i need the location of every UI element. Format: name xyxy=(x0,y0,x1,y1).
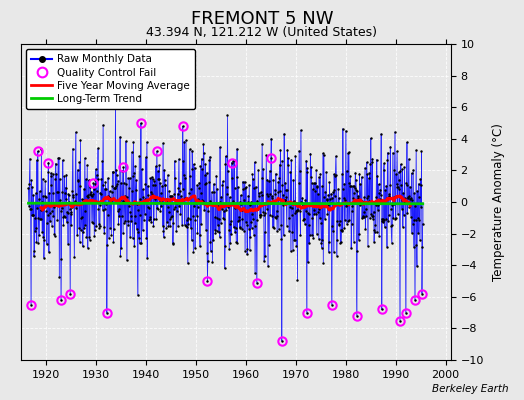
Text: Berkeley Earth: Berkeley Earth xyxy=(432,384,508,394)
Y-axis label: Temperature Anomaly (°C): Temperature Anomaly (°C) xyxy=(492,123,505,281)
Legend: Raw Monthly Data, Quality Control Fail, Five Year Moving Average, Long-Term Tren: Raw Monthly Data, Quality Control Fail, … xyxy=(26,49,195,109)
Text: 43.394 N, 121.212 W (United States): 43.394 N, 121.212 W (United States) xyxy=(147,26,377,39)
Text: FREMONT 5 NW: FREMONT 5 NW xyxy=(191,10,333,28)
